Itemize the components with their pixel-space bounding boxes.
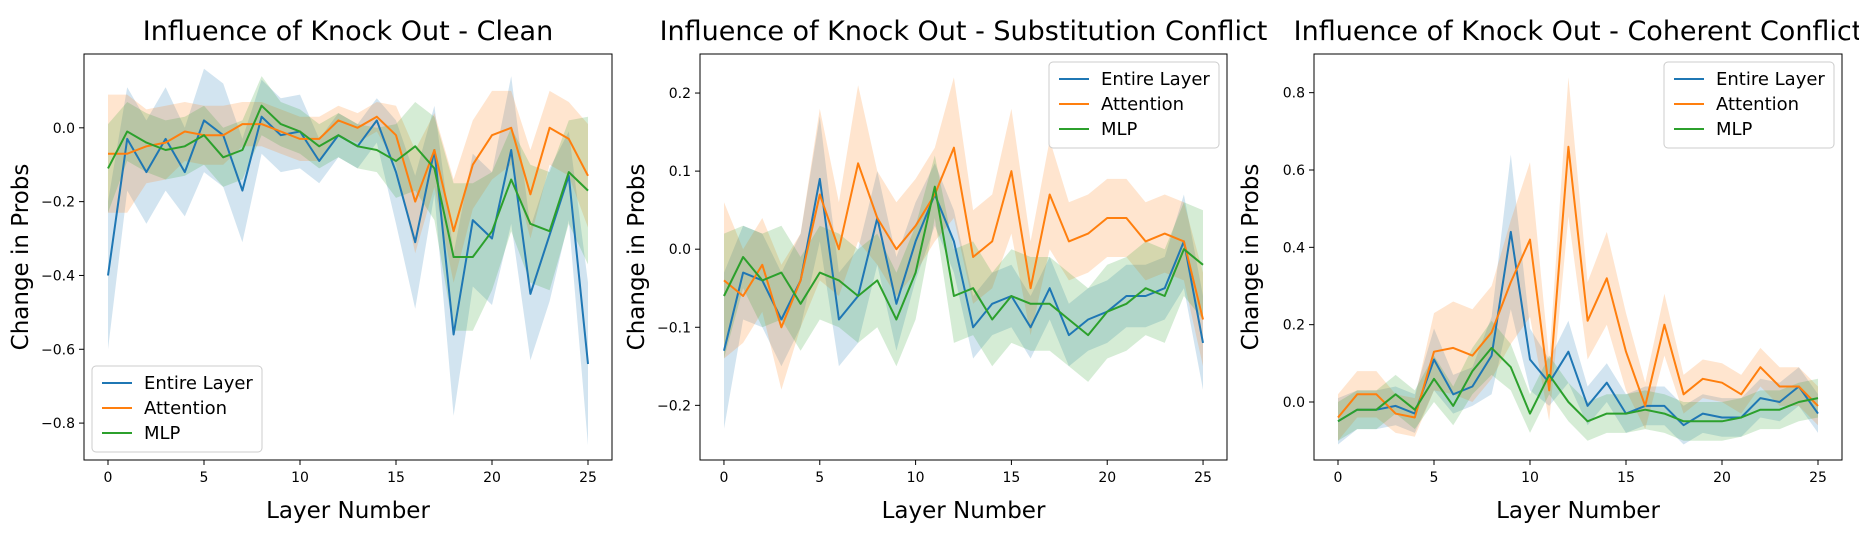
y-tick-label: 0.8 bbox=[1283, 86, 1305, 102]
series-line-attention bbox=[1337, 145, 1819, 419]
legend-box bbox=[1663, 61, 1835, 149]
x-tick-label: 25 bbox=[579, 470, 597, 486]
y-axis-label: Change in Probs bbox=[624, 164, 650, 351]
y-tick-label: −0.6 bbox=[41, 342, 75, 358]
legend-label: Entire Layer bbox=[144, 373, 253, 394]
legend-label: Attention bbox=[144, 398, 227, 419]
plot-area bbox=[1337, 77, 1819, 445]
y-tick-label: 0.2 bbox=[669, 86, 691, 102]
confidence-band-mlp bbox=[1338, 320, 1818, 441]
series-line-attention bbox=[723, 146, 1204, 329]
legend-label: Attention bbox=[1101, 94, 1184, 115]
x-tick-label: 0 bbox=[104, 470, 113, 486]
legend: Entire Layer Attention MLP bbox=[1048, 61, 1220, 149]
y-tick-label: 0.2 bbox=[1283, 318, 1305, 334]
legend: Entire Layer Attention MLP bbox=[91, 365, 263, 453]
x-tick-label: 10 bbox=[1521, 470, 1539, 486]
x-tick-label: 10 bbox=[907, 470, 925, 486]
chart-title: Influence of Knock Out - Substitution Co… bbox=[660, 16, 1268, 47]
x-tick-label: 0 bbox=[719, 470, 728, 486]
x-tick-label: 15 bbox=[1002, 470, 1020, 486]
y-tick-label: −0.1 bbox=[657, 320, 691, 336]
series-line-attention bbox=[108, 115, 589, 233]
axes-frame bbox=[1313, 53, 1843, 461]
x-tick-label: 25 bbox=[1809, 470, 1827, 486]
x-tick-label: 20 bbox=[1098, 470, 1116, 486]
legend-label: MLP bbox=[1101, 119, 1138, 140]
x-tick-label: 20 bbox=[483, 470, 501, 486]
y-tick-label: 0.0 bbox=[53, 121, 75, 137]
confidence-band-entire-layer bbox=[1338, 154, 1818, 445]
legend-label: Entire Layer bbox=[1716, 69, 1825, 90]
y-tick-label: 0.6 bbox=[1283, 163, 1305, 179]
chart-title: Influence of Knock Out - Coherent Confli… bbox=[1294, 16, 1859, 47]
x-tick-label: 5 bbox=[200, 470, 209, 486]
y-tick-label: −0.8 bbox=[41, 416, 75, 432]
y-tick-label: 0.0 bbox=[1283, 395, 1305, 411]
x-tick-label: 15 bbox=[1617, 470, 1635, 486]
confidence-band-attention bbox=[108, 90, 588, 283]
x-tick-label: 0 bbox=[1334, 470, 1343, 486]
series-line-mlp bbox=[723, 185, 1204, 337]
legend-label: Attention bbox=[1716, 94, 1799, 115]
chart-panel-clean: Influence of Knock Out - Clean 0 5 10 15 20 25… bbox=[8, 16, 613, 524]
y-tick-label: 0.1 bbox=[669, 164, 691, 180]
legend-label: Entire Layer bbox=[1101, 69, 1210, 90]
x-tick-label: 5 bbox=[1430, 470, 1439, 486]
legend-label: MLP bbox=[1716, 119, 1753, 140]
confidence-band-mlp bbox=[724, 155, 1203, 382]
x-tick-label: 5 bbox=[815, 470, 824, 486]
y-axis-label: Change in Probs bbox=[8, 164, 34, 351]
plot-area bbox=[723, 77, 1204, 429]
confidence-band-entire-layer bbox=[108, 68, 588, 446]
chart-panel-substitution-conflict: Influence of Knock Out - Substitution Co… bbox=[624, 16, 1267, 524]
x-tick-label: 10 bbox=[291, 470, 309, 486]
y-axis-label: Change in Probs bbox=[1238, 164, 1264, 351]
chart-panel-coherent-conflict: Influence of Knock Out - Coherent Confli… bbox=[1238, 16, 1859, 524]
axes-frame bbox=[699, 53, 1228, 461]
x-axis-label: Layer Number bbox=[266, 498, 430, 524]
confidence-band-attention bbox=[724, 77, 1203, 390]
x-axis-label: Layer Number bbox=[882, 498, 1046, 524]
axes-frame bbox=[83, 53, 613, 461]
confidence-band-entire-layer bbox=[724, 116, 1203, 429]
y-tick-label: 0.4 bbox=[1283, 240, 1305, 256]
legend-label: MLP bbox=[144, 423, 181, 444]
y-tick-label: 0.0 bbox=[669, 242, 691, 258]
legend-box bbox=[91, 365, 263, 453]
x-tick-label: 20 bbox=[1713, 470, 1731, 486]
series-line-mlp bbox=[1337, 346, 1819, 423]
x-axis-label: Layer Number bbox=[1496, 498, 1660, 524]
legend: Entire Layer Attention MLP bbox=[1663, 61, 1835, 149]
legend-box bbox=[1048, 61, 1220, 149]
chart-title: Influence of Knock Out - Clean bbox=[143, 16, 553, 47]
x-tick-label: 25 bbox=[1194, 470, 1212, 486]
confidence-band-mlp bbox=[108, 76, 588, 331]
y-tick-label: −0.2 bbox=[41, 195, 75, 211]
series-line-mlp bbox=[107, 104, 589, 258]
plot-area bbox=[107, 68, 589, 446]
y-tick-label: −0.4 bbox=[41, 268, 75, 284]
y-tick-label: −0.2 bbox=[657, 398, 691, 414]
x-tick-label: 15 bbox=[387, 470, 405, 486]
